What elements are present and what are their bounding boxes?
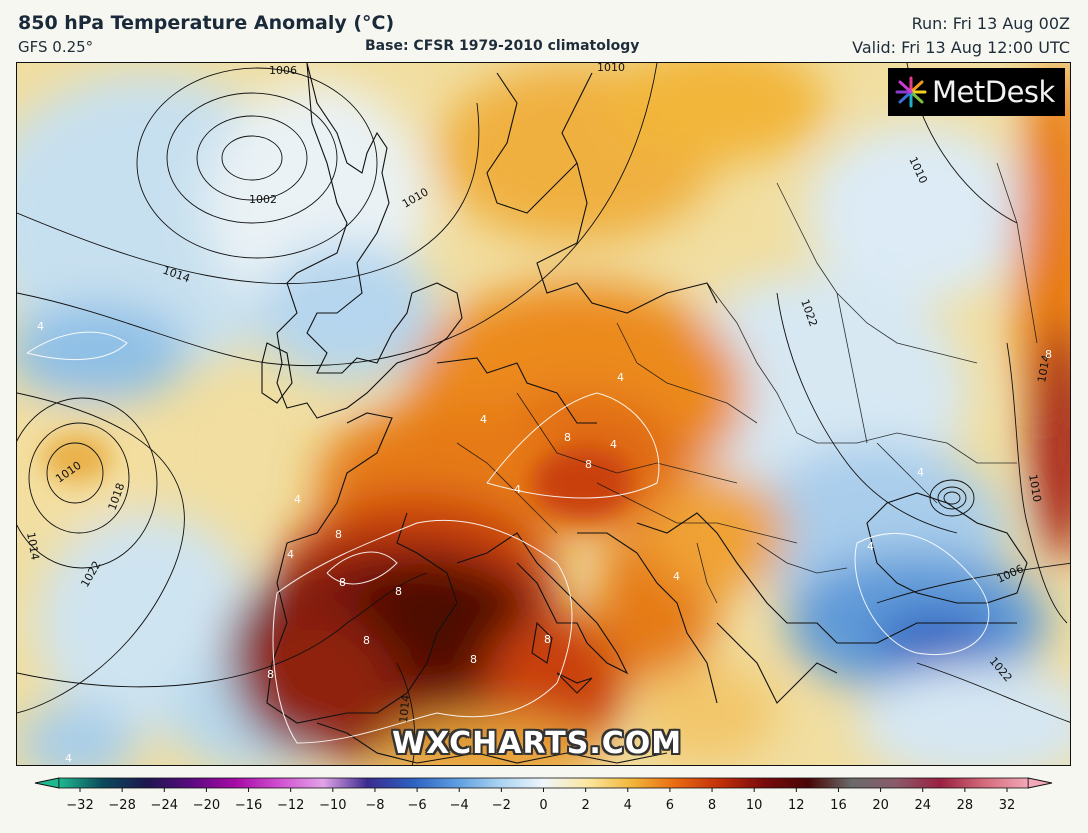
isotherm-label: 8 xyxy=(564,431,571,444)
colorbar-tick-label: 32 xyxy=(999,798,1016,813)
isotherm-label: 4 xyxy=(514,483,521,496)
colorbar-tick-label: 10 xyxy=(746,798,763,813)
colorbar-tick-label: 24 xyxy=(914,798,931,813)
colorbar-tick-label: −32 xyxy=(66,798,93,813)
colorbar-tick-label: −10 xyxy=(319,798,346,813)
colorbar-tick-label: −12 xyxy=(277,798,304,813)
base-climatology-label: Base: CFSR 1979-2010 climatology xyxy=(365,38,640,54)
colorbar: −32 −28 −24 −20 −16 −12 −10 −8 −6 −4 −2 0 2 4 6 8 10 12 16… xyxy=(34,777,1053,813)
colorbar-min-arrow xyxy=(34,777,60,789)
isobar-label: 1006 xyxy=(269,64,297,77)
colorbar-tick-label: 0 xyxy=(539,798,547,813)
chart-title: 850 hPa Temperature Anomaly (°C) xyxy=(18,12,395,34)
metdesk-logo-text: MetDesk xyxy=(932,75,1055,109)
isotherm-label: 4 xyxy=(65,752,72,765)
colorbar-gradient xyxy=(58,777,1029,789)
isotherm-label: 4 xyxy=(673,570,680,583)
isotherm-label: 8 xyxy=(470,653,477,666)
colorbar-tick-label: −8 xyxy=(365,798,384,813)
metdesk-logo: MetDesk xyxy=(888,68,1065,116)
isotherm-label: 8 xyxy=(395,585,402,598)
isobar-label: 1010 xyxy=(1026,473,1044,503)
wxcharts-watermark: WXCHARTS.COM xyxy=(392,726,683,761)
isotherm-label: 8 xyxy=(267,668,274,681)
isotherm-label: 8 xyxy=(544,633,551,646)
isobar-label: 1014 xyxy=(397,694,412,723)
isotherm-labels: 4 4 4 4 4 8 8 8 8 8 8 8 8 8 4 4 8 4 4 4 … xyxy=(37,320,1052,765)
colorbar-tick-label: −24 xyxy=(151,798,178,813)
colorbar-tick-label: −6 xyxy=(408,798,427,813)
isobar-label: 1014 xyxy=(24,531,42,561)
isotherm-label: 4 xyxy=(37,320,44,333)
colorbar-tick-label: 8 xyxy=(708,798,716,813)
isotherm-label: 8 xyxy=(585,458,592,471)
isotherm-label: 4 xyxy=(617,371,624,384)
run-time-label: Run: Fri 13 Aug 00Z xyxy=(911,14,1070,33)
isotherm-label: 4 xyxy=(867,540,874,553)
colorbar-tick-label: −16 xyxy=(235,798,262,813)
isotherm-label: 4 xyxy=(480,413,487,426)
isobars xyxy=(17,63,1070,765)
isotherm-label: 8 xyxy=(1045,348,1052,361)
isotherms xyxy=(26,331,990,744)
colorbar-tick-label: 16 xyxy=(830,798,847,813)
isotherm-label: 8 xyxy=(335,528,342,541)
isotherm-label: 4 xyxy=(287,548,294,561)
colorbar-tick-label: −4 xyxy=(450,798,469,813)
colorbar-tick-label: 2 xyxy=(581,798,589,813)
colorbar-tick-label: 6 xyxy=(666,798,674,813)
isotherm-label: 8 xyxy=(363,634,370,647)
isotherm-label: 4 xyxy=(294,493,301,506)
colorbar-tick-label: −2 xyxy=(492,798,511,813)
colorbar-max-arrow xyxy=(1027,777,1053,789)
anomaly-map[interactable]: 1006 1002 1010 1014 1010 1018 1014 1022 … xyxy=(16,62,1071,766)
isobar-label: 1014 xyxy=(1035,354,1053,384)
isotherm-label: 4 xyxy=(917,466,924,479)
anomaly-field xyxy=(17,63,1070,765)
colorbar-tick-label: −20 xyxy=(193,798,220,813)
colorbar-tick-label: 28 xyxy=(957,798,974,813)
model-label: GFS 0.25° xyxy=(18,38,94,56)
metdesk-starburst-icon xyxy=(895,76,927,108)
isobar-label: 1010 xyxy=(597,63,625,74)
isobar-label: 1002 xyxy=(249,193,277,206)
coastlines xyxy=(261,63,1028,764)
colorbar-tick-label: 12 xyxy=(788,798,805,813)
colorbar-tick-label: −28 xyxy=(108,798,135,813)
colorbar-tick-label: 4 xyxy=(624,798,632,813)
isotherm-label: 4 xyxy=(610,438,617,451)
valid-time-label: Valid: Fri 13 Aug 12:00 UTC xyxy=(852,38,1070,57)
isotherm-label: 8 xyxy=(339,576,346,589)
colorbar-tick-label: 20 xyxy=(872,798,889,813)
